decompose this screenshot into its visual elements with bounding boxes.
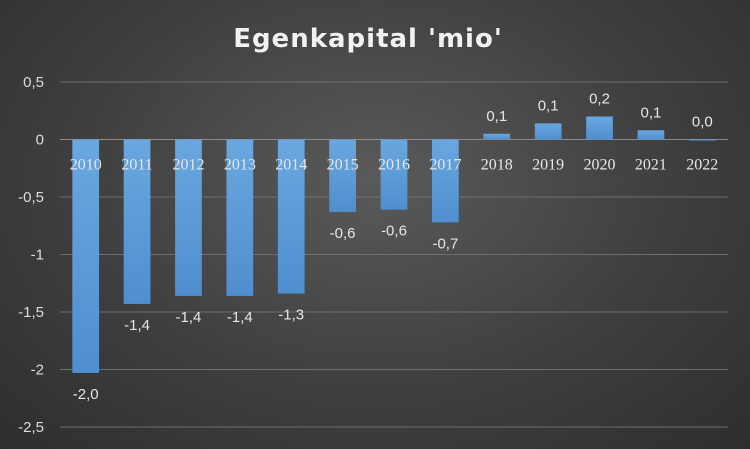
data-label: -0,6 [381,223,407,240]
y-tick-label: -1,5 [18,304,44,321]
y-tick-label: -2 [31,362,44,379]
y-tick-label: -0,5 [18,189,44,206]
bar [226,139,254,296]
data-label: -1,4 [124,317,150,334]
y-tick-label: 0 [36,132,44,149]
chart-title: Egenkapital 'mio' [233,24,503,54]
x-tick-label: 2017 [429,157,461,174]
x-tick-label: 2021 [635,157,667,174]
data-label: 0,2 [589,91,610,108]
data-label: 0,1 [486,108,507,125]
x-tick-label: 2013 [224,157,256,174]
x-axis-ticks: 2010 2011 2012 2013 2014 2015 2016 2017 2018 2019… [70,157,719,174]
x-tick-label: 2014 [275,157,307,174]
data-label: -0,7 [432,235,458,252]
x-tick-label: 2018 [481,157,513,174]
data-label: -1,4 [176,309,202,326]
bar [688,139,716,141]
x-tick-label: 2015 [327,157,359,174]
bar [175,139,202,296]
data-label: -0,6 [330,225,356,242]
data-labels: -2,0 -1,4 -1,4 -1,4 -1,3 -0,6 -0,6 -0,7 0,1 0,1 0,… [73,91,713,403]
bar [329,139,356,212]
x-tick-label: 2012 [172,157,204,174]
bar [483,133,511,140]
x-tick-label: 2020 [584,157,616,174]
x-tick-label: 2010 [70,157,102,174]
x-tick-label: 2016 [378,157,410,174]
data-label: -2,0 [73,386,99,403]
bars [72,116,716,373]
x-tick-label: 2022 [686,157,718,174]
y-axis-ticks: 0,5 0 -0,5 -1 -1,5 -2 -2,5 [18,74,44,436]
x-tick-label: 2011 [121,157,152,174]
y-tick-label: -2,5 [18,419,44,436]
bar [123,139,151,304]
data-label: -1,4 [227,309,253,326]
data-label: 0,1 [538,97,559,114]
y-tick-label: 0,5 [23,74,44,91]
data-label: 0,0 [692,114,713,131]
y-tick-label: -1 [31,247,44,264]
x-tick-label: 2019 [532,157,564,174]
bar [637,130,665,140]
bar [534,123,562,140]
bar [72,139,100,373]
data-label: 0,1 [640,104,661,121]
data-label: -1,3 [278,307,304,324]
bar [277,139,305,294]
bar [432,139,459,223]
gridlines [60,81,728,428]
bar [586,116,613,140]
bar [380,139,408,210]
